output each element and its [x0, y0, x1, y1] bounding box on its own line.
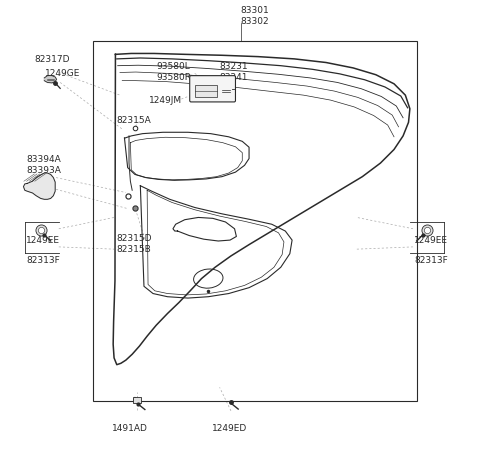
Text: 82315A: 82315A	[117, 116, 152, 125]
Text: 1491AD: 1491AD	[112, 424, 148, 433]
Text: 1249JM: 1249JM	[148, 96, 181, 105]
Polygon shape	[24, 173, 55, 199]
Text: 82313F: 82313F	[414, 256, 448, 265]
Text: 1249EE: 1249EE	[26, 236, 60, 246]
Text: 93580L
93580R: 93580L 93580R	[156, 62, 191, 82]
Text: 82313F: 82313F	[26, 256, 60, 265]
FancyBboxPatch shape	[190, 76, 236, 102]
Text: 1249EE: 1249EE	[414, 236, 448, 246]
Polygon shape	[44, 76, 57, 83]
Text: 1249GE: 1249GE	[45, 69, 81, 78]
Text: 82317D: 82317D	[34, 55, 70, 64]
Text: 83301
83302: 83301 83302	[240, 6, 269, 26]
Bar	[195, 85, 217, 97]
Text: 82315D
82315B: 82315D 82315B	[117, 234, 152, 254]
Bar	[132, 397, 141, 403]
Text: 83231
83241: 83231 83241	[220, 62, 248, 82]
Bar	[93, 41, 417, 401]
Text: 83394A
83393A: 83394A 83393A	[26, 155, 61, 175]
Text: 1249ED: 1249ED	[213, 424, 248, 433]
